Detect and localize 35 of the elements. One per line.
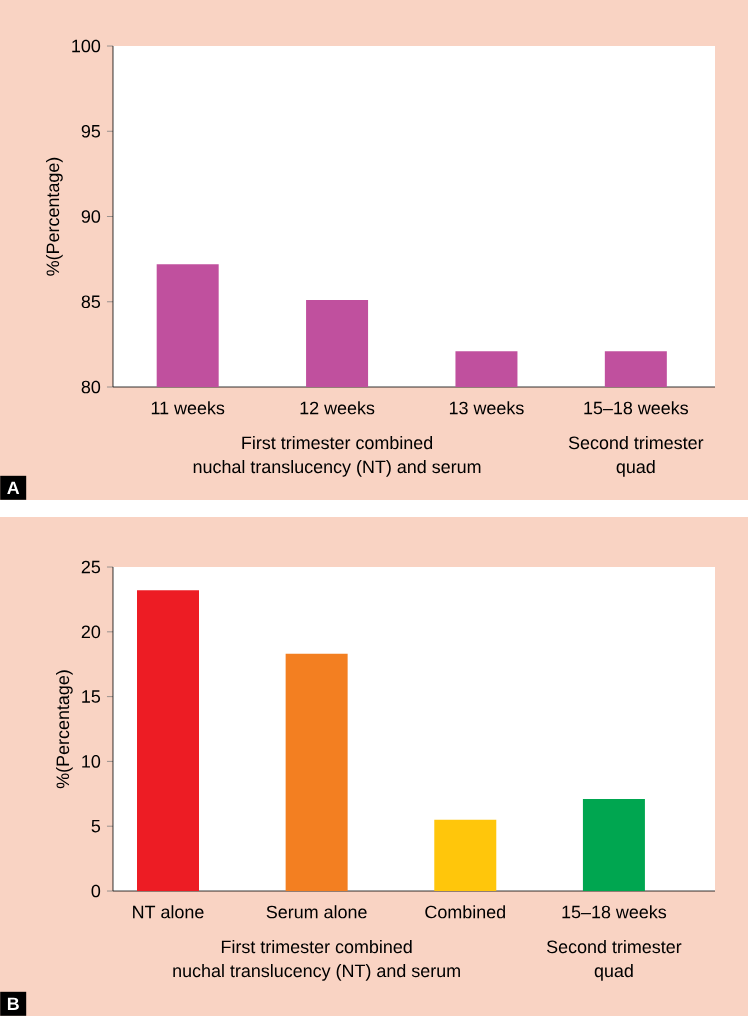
text: A	[7, 481, 20, 494]
text: First trimester combined	[221, 940, 412, 954]
y-tick-label: 0	[91, 884, 101, 898]
y-tick-label: 100	[72, 39, 101, 53]
y-axis-title: %(Percentage)	[56, 670, 73, 789]
y-tick-label: 85	[81, 295, 101, 309]
text: quad	[594, 964, 633, 981]
y-tick-label: 90	[81, 210, 101, 223]
y-tick-label: 80	[81, 380, 101, 394]
x-tick-label: 15–18 weeks	[562, 905, 667, 919]
x-tick-label: Serum alone	[266, 905, 367, 919]
bar	[285, 653, 348, 892]
text: B	[7, 997, 19, 1010]
bar	[582, 799, 645, 892]
text: quad	[616, 460, 655, 477]
text: First trimester combined	[242, 436, 433, 450]
text: Second trimester	[546, 940, 682, 954]
x-tick-label: Combined	[425, 905, 505, 919]
text: Second trimester	[568, 436, 704, 450]
y-tick-label: 95	[81, 124, 101, 138]
y-tick-label: 15	[82, 690, 101, 703]
x-tick-label: 12 weeks	[300, 401, 375, 415]
x-tick-label: 15–18 weeks	[584, 401, 688, 415]
y-tick-label: 10	[82, 755, 101, 768]
bar	[137, 590, 199, 892]
y-axis-title: %(Percentage)	[46, 157, 63, 276]
y-tick-label: 5	[91, 819, 101, 833]
bar	[434, 819, 497, 892]
x-tick-label: NT alone	[133, 905, 204, 919]
text: nuchal translucency (NT) and serum	[173, 964, 460, 981]
x-tick-label: 11 weeks	[151, 401, 225, 415]
y-tick-label: 25	[81, 560, 101, 574]
y-tick-label: 20	[81, 625, 101, 639]
text: nuchal translucency (NT) and serum	[193, 460, 481, 477]
x-tick-label: 13 weeks	[449, 401, 524, 415]
